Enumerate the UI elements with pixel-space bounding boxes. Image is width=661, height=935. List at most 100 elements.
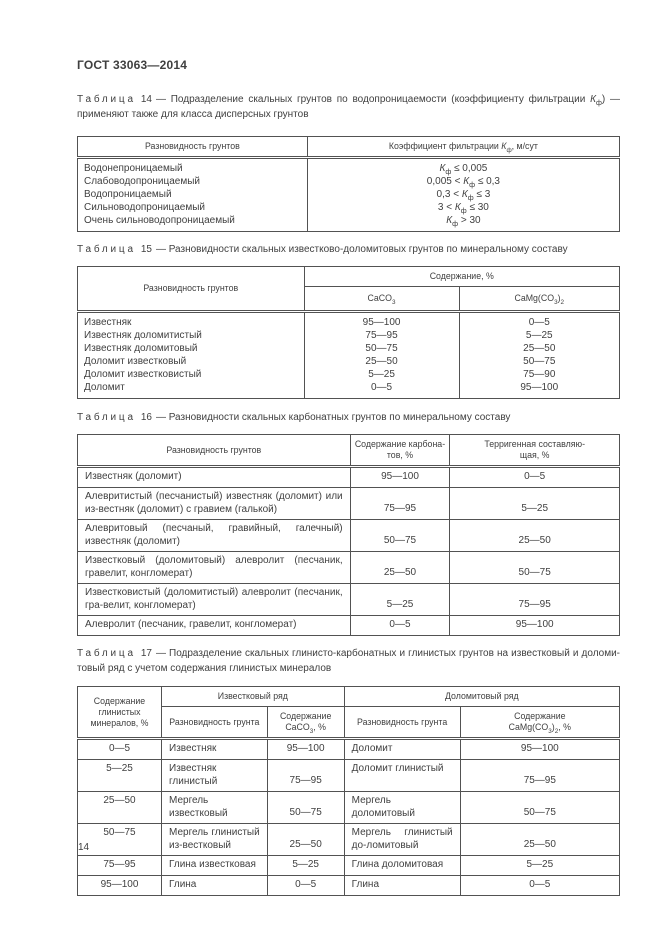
caption-text: — Подразделение скальных грунтов по водо… (77, 94, 620, 120)
terrigenous-cell: 0—5 (449, 466, 620, 488)
grunt-name-cell: Алевролит (песчаник, гравелит, конгломер… (77, 615, 351, 636)
clay-content-cell: 0—5 (77, 738, 162, 760)
table17-caption: Таблица 17— Подразделение скальных глинис… (77, 647, 620, 676)
table17-header-row2: Разновидность грунта Содержание CaCO3, % … (78, 706, 621, 740)
camg-cell: 0—5 (459, 875, 621, 896)
grunt-name: Известняк доломитистый (84, 329, 202, 341)
carbonate-cell: 25—50 (349, 551, 451, 584)
dolomite-grunt-cell: Глина (343, 875, 461, 896)
table14-caption: Таблица 14— Подразделение скальных грунто… (77, 93, 620, 122)
caco3-cell: 25—50 (266, 823, 345, 856)
table15-col1-header: Разновидность грунтов (77, 265, 305, 313)
caco3-value: 95—100 (362, 316, 401, 328)
terrigenous-cell: 75—95 (449, 583, 620, 616)
grunt-name: Известняк доломитовый (84, 342, 198, 354)
carbonate-cell: 75—95 (349, 487, 451, 520)
filtration-value: Кф ≤ 0,005 (439, 163, 488, 176)
caption-number: 17 (140, 648, 152, 659)
table-row: 75—95 Глина известковая 5—25 Глина долом… (77, 855, 621, 876)
camg-value: 0—5 (528, 316, 550, 328)
grunt-name: Доломит (84, 381, 125, 393)
table15-caco3-cell: 95—100 75—95 50—75 25—50 5—25 0—5 (303, 310, 460, 399)
dolomite-grunt-cell: Мергель глинистый до-ломитовый (343, 823, 461, 856)
caco3-cell: 75—95 (266, 759, 345, 792)
table17-dolomite-group-header: Доломитовый ряд (343, 686, 621, 707)
caco3-value: 5—25 (368, 368, 395, 380)
lime-grunt-cell: Мергель известковый (161, 791, 268, 824)
table14-col2-header: Коэффициент фильтрации Кф, м/сут (306, 136, 621, 159)
table-17-clay-carbonate: Содержание глинистых минералов, % Извест… (77, 686, 621, 896)
grunt-name: Слабоводопроницаемый (84, 176, 200, 187)
grunt-name: Доломит известковистый (84, 368, 202, 380)
caption-word: Таблица (77, 94, 136, 105)
table16-caption: Таблица 16— Разновидности скальных карбон… (77, 411, 620, 426)
carbonate-cell: 95—100 (349, 466, 451, 488)
lime-grunt-cell: Мергель глинистый из-вестковый (161, 823, 268, 856)
table17-clay-header: Содержание глинистых минералов, % (77, 686, 162, 740)
caco3-cell: 95—100 (266, 738, 345, 760)
caption-number: 14 (140, 94, 152, 105)
dolomite-grunt-cell: Доломит глинистый (343, 759, 461, 792)
table16-header-row: Разновидность грунтов Содержание карбона… (77, 434, 620, 468)
clay-content-cell: 95—100 (77, 875, 162, 896)
table15-caco3-header: CaCO3 (303, 285, 460, 313)
page-number: 14 (78, 842, 90, 853)
table15-camg-header: CaMg(CO3)2 (458, 285, 621, 313)
grunt-name: Водонепроницаемый (84, 163, 183, 174)
lime-grunt-cell: Глина известковая (161, 855, 268, 876)
table-row: Известковистый (доломитистый) алевролит … (77, 583, 620, 616)
table15-camg-cell: 0—5 5—25 25—50 50—75 75—90 95—100 (458, 310, 621, 399)
filtration-value: 3 < Кф ≤ 30 (437, 202, 489, 215)
caco3-cell: 50—75 (266, 791, 345, 824)
table14-names-cell: Водонепроницаемый Слабоводопроницаемый В… (77, 157, 308, 232)
terrigenous-cell: 95—100 (449, 615, 620, 636)
carbonate-cell: 0—5 (349, 615, 451, 636)
lime-grunt-cell: Глина (161, 875, 268, 896)
table14-header-row: Разновидность грунтов Коэффициент фильтр… (77, 136, 621, 159)
clay-content-cell: 50—75 (77, 823, 162, 856)
caption-text: — Разновидности скальных известково-доло… (155, 244, 568, 255)
grunt-name-cell: Известковистый (доломитистый) алевролит … (77, 583, 351, 616)
dolomite-grunt-cell: Мергель доломитовый (343, 791, 461, 824)
caption-number: 16 (140, 411, 152, 423)
table16-col2-header: Содержание карбона-тов, % (349, 434, 451, 468)
caption-word: Таблица (77, 411, 136, 423)
lime-grunt-cell: Известняк (161, 738, 268, 760)
table-row: Алевролит (песчаник, гравелит, конгломер… (77, 615, 620, 636)
table15-header-row2: CaCO3 CaMg(CO3)2 (78, 285, 621, 313)
table-row: 25—50 Мергель известковый 50—75 Мергель … (77, 791, 621, 824)
table14-values-cell: Кф ≤ 0,005 0,005 < Кф ≤ 0,3 0,3 < Кф ≤ 3… (306, 157, 621, 232)
table15-group-header: Содержание, % (303, 265, 621, 287)
camg-value: 25—50 (523, 342, 556, 354)
camg-cell: 25—50 (459, 823, 621, 856)
caco3-value: 0—5 (370, 381, 393, 393)
caption-number: 15 (140, 244, 152, 255)
grunt-name: Водопроницаемый (84, 189, 172, 200)
filtration-value: 0,3 < Кф ≤ 3 (436, 189, 491, 202)
table17-header-row1: Содержание глинистых минералов, % Извест… (77, 686, 621, 740)
table-row: 5—25 Известняк глинистый 75—95 Доломит г… (77, 759, 621, 792)
table15-header-row1: Разновидность грунтов Содержание, % (77, 265, 621, 313)
table15-caption: Таблица 15— Разновидности скальных извест… (77, 243, 620, 258)
clay-content-cell: 25—50 (77, 791, 162, 824)
caption-text: — Подразделение скальных глинисто-карбон… (77, 648, 620, 674)
table17-caco3-header: Содержание CaCO3, % (266, 706, 345, 740)
filtration-value: 0,005 < Кф ≤ 0,3 (426, 176, 500, 189)
camg-cell: 5—25 (459, 855, 621, 876)
clay-content-cell: 5—25 (77, 759, 162, 792)
table17-lime-group-header: Известковый ряд (161, 686, 345, 707)
carbonate-cell: 50—75 (349, 519, 451, 552)
clay-content-cell: 75—95 (77, 855, 162, 876)
table-row: 0—5 Известняк 95—100 Доломит 95—100 (77, 738, 621, 760)
carbonate-cell: 5—25 (349, 583, 451, 616)
table15-body: Известняк Известняк доломитистый Известн… (77, 310, 621, 399)
caco3-value: 25—50 (365, 355, 398, 367)
table-row: 95—100 Глина 0—5 Глина 0—5 (77, 875, 621, 896)
grunt-name-cell: Известковый (доломитовый) алевролит (пес… (77, 551, 351, 584)
caco3-value: 75—95 (365, 329, 398, 341)
terrigenous-cell: 5—25 (449, 487, 620, 520)
grunt-name: Известняк (84, 316, 132, 328)
dolomite-grunt-cell: Глина доломитовая (343, 855, 461, 876)
table16-col1-header: Разновидность грунтов (77, 434, 351, 468)
